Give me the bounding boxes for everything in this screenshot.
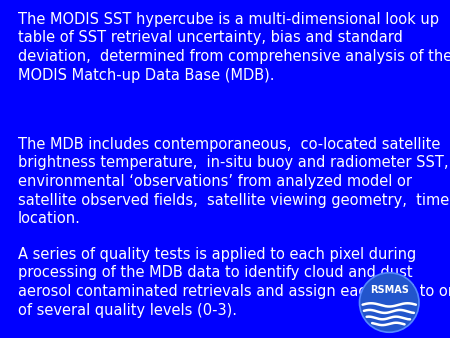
- Ellipse shape: [360, 273, 419, 332]
- Text: The MODIS SST hypercube is a multi-dimensional look up
table of SST retrieval un: The MODIS SST hypercube is a multi-dimen…: [18, 12, 450, 82]
- Text: RSMAS: RSMAS: [370, 285, 409, 295]
- Text: The MDB includes contemporaneous,  co-located satellite
brightness temperature, : The MDB includes contemporaneous, co-loc…: [18, 137, 450, 226]
- Text: A series of quality tests is applied to each pixel during
processing of the MDB : A series of quality tests is applied to …: [18, 247, 450, 317]
